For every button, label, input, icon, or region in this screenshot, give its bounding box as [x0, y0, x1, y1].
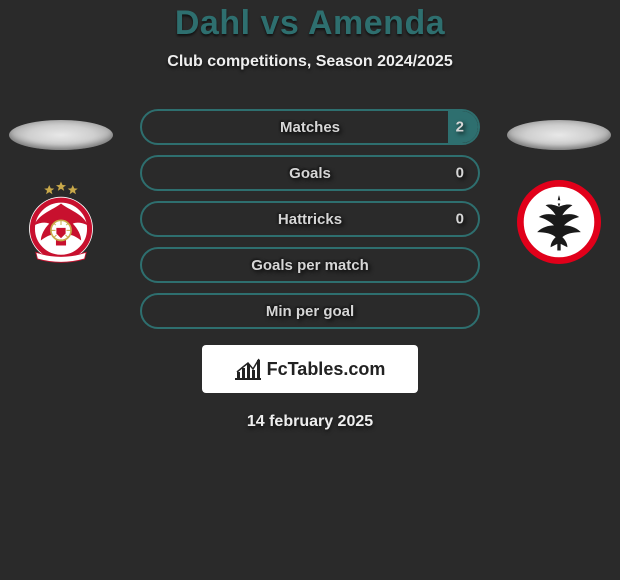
brand-text: FcTables.com — [267, 359, 386, 380]
date-text: 14 february 2025 — [0, 413, 620, 431]
player-left-placeholder — [9, 120, 113, 150]
title: Dahl vs Amenda — [0, 4, 620, 43]
stat-row: Goals 0 — [140, 155, 480, 191]
comparison-card: Dahl vs Amenda Club competitions, Season… — [0, 0, 620, 580]
stat-row: Hattricks 0 — [140, 201, 480, 237]
stat-value-right: 0 — [456, 211, 464, 228]
stat-value-right: 2 — [456, 119, 464, 136]
stat-label: Hattricks — [278, 211, 342, 228]
stat-label: Goals per match — [251, 257, 369, 274]
right-column — [504, 120, 614, 264]
stat-label: Goals — [289, 165, 331, 182]
stat-row: Min per goal — [140, 293, 480, 329]
benfica-crest — [12, 180, 110, 264]
stat-row: Matches 2 — [140, 109, 480, 145]
stat-label: Min per goal — [266, 303, 354, 320]
benfica-crest-icon — [12, 180, 110, 264]
stat-value-right: 0 — [456, 165, 464, 182]
player-right-placeholder — [507, 120, 611, 150]
left-column — [6, 120, 116, 264]
eintracht-crest-icon — [510, 180, 608, 264]
brand-badge[interactable]: FcTables.com — [202, 345, 418, 393]
stat-label: Matches — [280, 119, 340, 136]
subtitle: Club competitions, Season 2024/2025 — [0, 53, 620, 71]
bar-chart-icon — [235, 358, 261, 380]
eintracht-crest — [510, 180, 608, 264]
stat-row: Goals per match — [140, 247, 480, 283]
stats-table: Matches 2 Goals 0 Hattricks 0 Goals per match M… — [140, 109, 480, 329]
